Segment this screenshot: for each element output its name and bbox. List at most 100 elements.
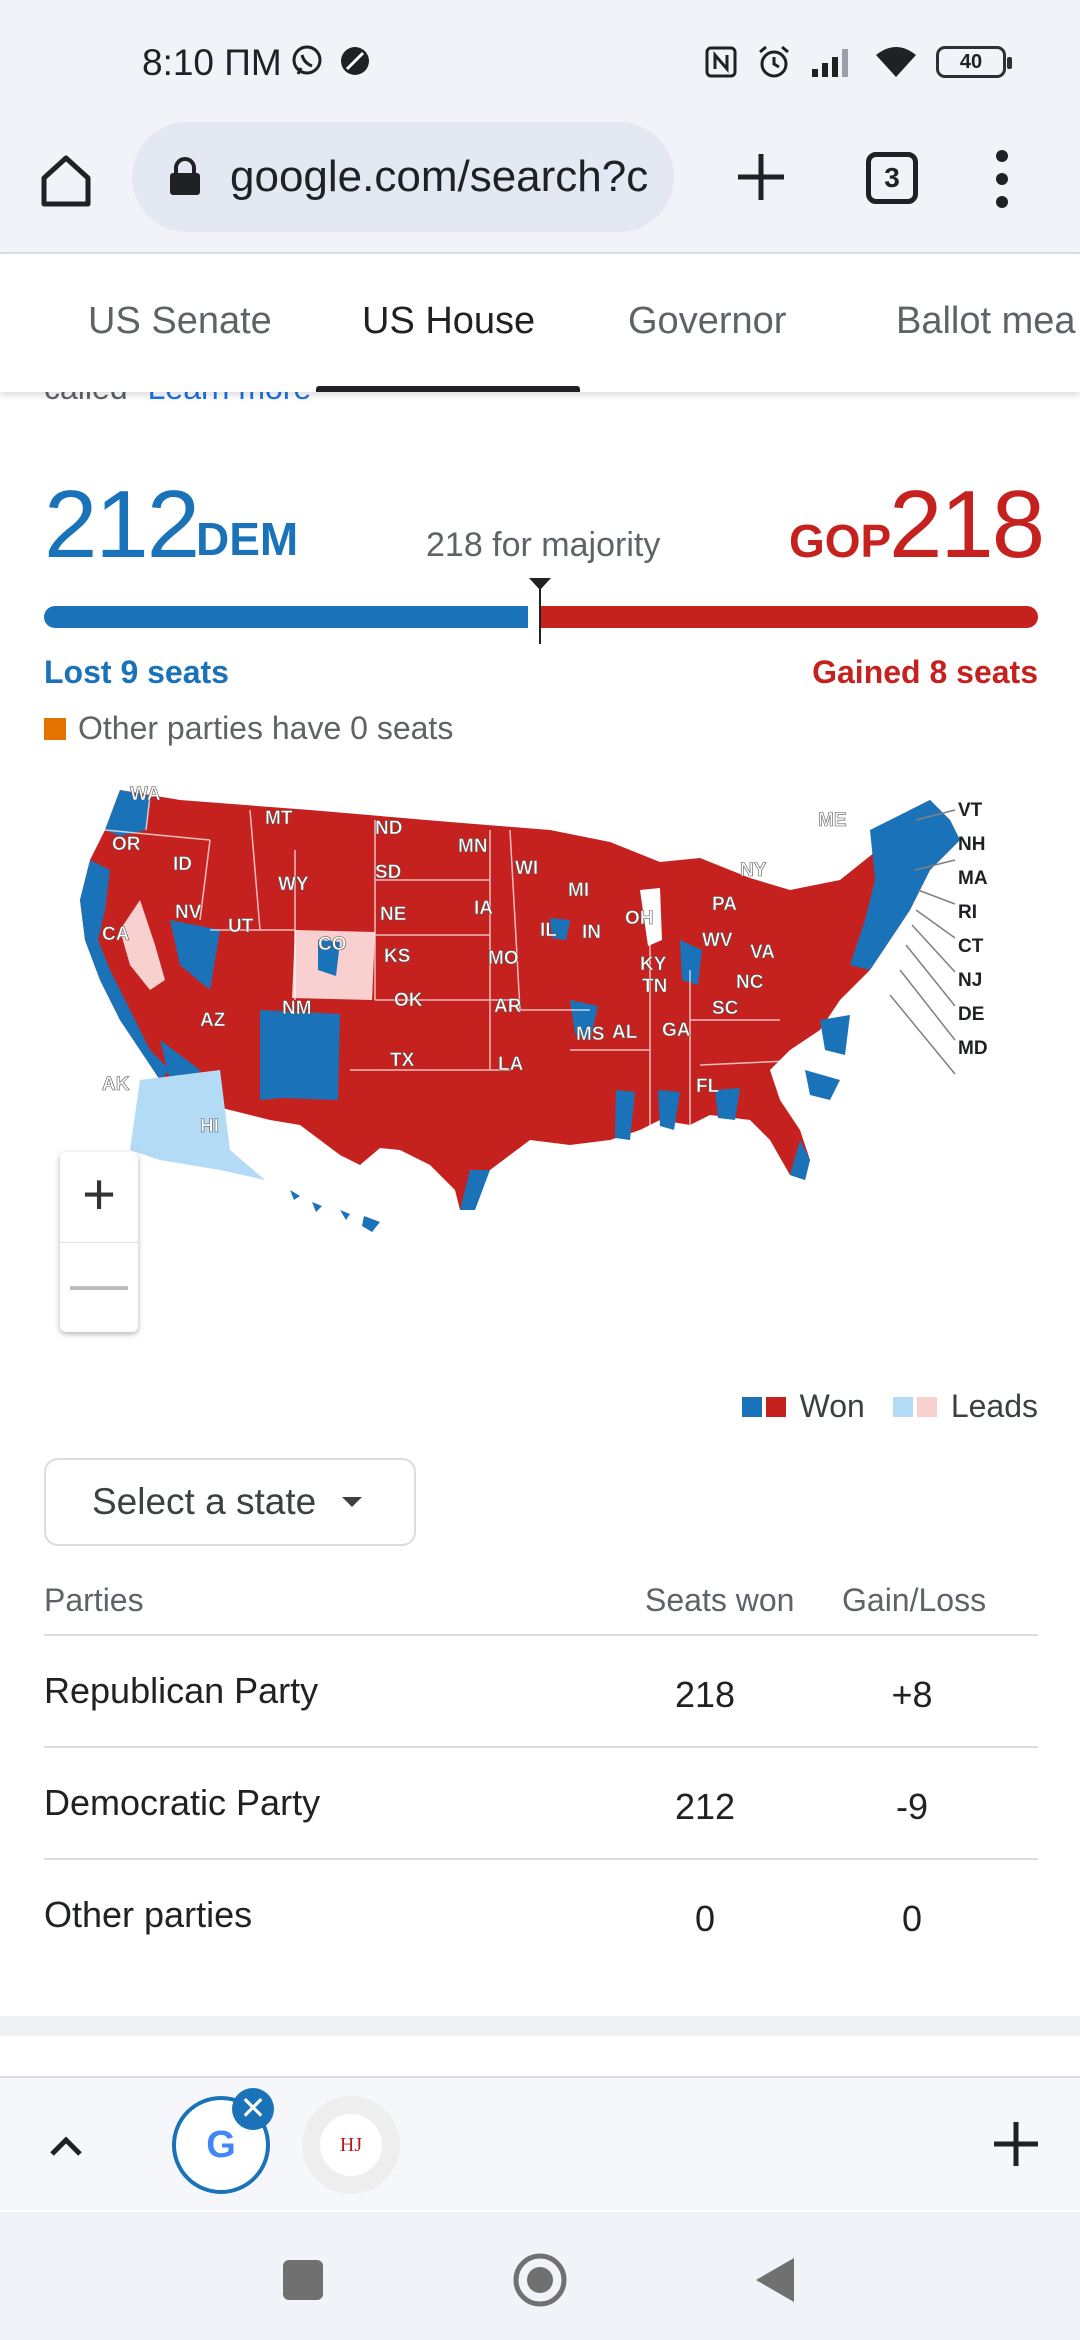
zoom-in-button[interactable]: +: [82, 1162, 116, 1227]
map-callout-lines: [889, 809, 956, 1075]
state-label: MS: [576, 1024, 605, 1045]
add-tab-icon[interactable]: [988, 2116, 1044, 2172]
state-label: OH: [625, 908, 654, 929]
state-label: VA: [750, 942, 775, 963]
state-label: LA: [498, 1054, 524, 1075]
state-label: CA: [102, 924, 130, 945]
dem-seat-count: 212: [44, 471, 200, 578]
map-hawaii: [290, 1190, 380, 1232]
address-bar[interactable]: google.com/search?c: [132, 122, 674, 232]
legend-leads-label: Leads: [950, 1388, 1038, 1424]
tab-us-house[interactable]: US House: [362, 300, 536, 342]
callout-state-label: MA: [958, 868, 988, 889]
battery-icon: 40: [936, 46, 1012, 78]
party-name: Democratic Party: [44, 1782, 321, 1823]
callout-state-label: NJ: [958, 970, 982, 991]
legend-gop-lead-swatch: [916, 1396, 937, 1417]
majority-marker-icon: [529, 578, 551, 644]
home-circle-icon[interactable]: [512, 2252, 568, 2308]
home-icon[interactable]: [36, 150, 96, 210]
map-shapes: [80, 790, 960, 1232]
table-row: Democratic Party 212 -9: [44, 1748, 1038, 1860]
map-nevada-dem: [170, 920, 220, 990]
state-label: AL: [612, 1022, 638, 1043]
state-label: SC: [712, 998, 739, 1019]
state-label: WY: [278, 874, 309, 895]
state-label: OR: [112, 834, 141, 855]
callout-state-label: RI: [958, 902, 977, 923]
state-label: PA: [712, 894, 737, 915]
tab-us-senate[interactable]: US Senate: [88, 300, 272, 342]
state-label: SD: [375, 862, 401, 883]
legend-dem-lead-swatch: [892, 1396, 913, 1417]
recents-icon[interactable]: [283, 2260, 323, 2300]
state-label: CO: [318, 934, 347, 955]
callout-state-label: VT: [958, 800, 983, 821]
state-label: IA: [474, 898, 493, 919]
map-alaska-lead: [130, 1070, 265, 1180]
gop-seat-count: 218: [889, 471, 1045, 578]
tab-ballot-measures[interactable]: Ballot mea: [896, 300, 1076, 342]
map-lake-michigan: [640, 888, 662, 946]
state-label: NM: [282, 998, 312, 1019]
alarm-icon: [759, 45, 789, 78]
state-label: NE: [380, 904, 406, 925]
map-michigan-dem: [680, 940, 702, 985]
zoom-out-button[interactable]: —: [60, 1242, 138, 1332]
select-state-label: Select a state: [92, 1481, 317, 1522]
party-name: Republican Party: [44, 1670, 319, 1711]
back-icon[interactable]: [754, 2256, 796, 2304]
state-label: IN: [582, 922, 601, 943]
dem-seat-change: Lost 9 seats: [44, 654, 229, 690]
map-legend: Won Leads: [741, 1388, 1038, 1425]
header-seats-won: Seats won: [645, 1582, 795, 1618]
legend-dem-won-swatch: [741, 1396, 762, 1417]
tab-switcher-button[interactable]: 3: [866, 152, 918, 204]
browser-toolbar: google.com/search?c 3: [0, 120, 1080, 254]
select-state-dropdown[interactable]: Select a state: [44, 1458, 416, 1546]
system-nav-bar: [0, 2212, 1080, 2340]
table-row: Republican Party 218 +8: [44, 1636, 1038, 1748]
status-time: 8:10 ПМ: [142, 42, 282, 83]
map-minnesota-dem: [550, 918, 570, 940]
map-west-coast-dem: [80, 790, 170, 1080]
callout-state-label: NH: [958, 834, 985, 855]
map-mississippi-dem: [615, 1090, 635, 1140]
state-label: NV: [175, 902, 202, 923]
state-label: WA: [130, 784, 161, 805]
table-row: Other parties 0 0: [44, 1860, 1038, 1972]
other-parties-note: Other parties have 0 seats: [44, 710, 453, 747]
map-new-mexico-dem: [260, 1010, 340, 1100]
dem-label: DEM: [196, 513, 299, 565]
gain-loss: 0: [901, 1898, 923, 1939]
tab-google[interactable]: G: [172, 2096, 270, 2194]
section-divider: [0, 2016, 1080, 2036]
parties-table: Parties Seats won Gain/Loss Republican P…: [44, 1568, 1038, 1972]
callout-state-label: CT: [958, 936, 984, 957]
map-zoom-control: + —: [60, 1152, 138, 1332]
state-label: WI: [515, 858, 538, 879]
state-label: OK: [394, 990, 423, 1011]
other-parties-text: Other parties have 0 seats: [78, 710, 454, 746]
map-labels: WA OR CA NV ID MT WY UT CO AZ NM ND SD NE KS OK TX MN IA MO…: [102, 784, 847, 1138]
tab-hj[interactable]: HJ: [302, 2096, 400, 2194]
more-menu-icon[interactable]: [990, 148, 1014, 210]
state-label: AR: [494, 996, 522, 1017]
map-colorado-dem: [318, 940, 340, 976]
us-house-map[interactable]: WA OR CA NV ID MT WY UT CO AZ NM ND SD NE KS OK TX MN IA MO…: [50, 770, 1030, 1330]
map-georgia-dem: [715, 1088, 740, 1120]
state-label: AZ: [200, 1010, 226, 1031]
new-tab-icon[interactable]: [730, 146, 792, 208]
seat-bar: [44, 606, 1038, 628]
majority-threshold: 218 for majority: [426, 526, 661, 564]
chevron-down-icon: [342, 1497, 363, 1507]
dem-seat-fill: [44, 606, 529, 628]
gain-loss: -9: [895, 1786, 928, 1827]
state-label: MN: [458, 836, 488, 857]
state-label: TX: [390, 1050, 415, 1071]
tab-governor[interactable]: Governor: [628, 300, 787, 342]
callout-state-label: DE: [958, 1004, 984, 1025]
close-icon[interactable]: ✕: [232, 2088, 274, 2130]
gain-loss: +8: [891, 1674, 933, 1715]
chevron-up-icon[interactable]: [44, 2124, 88, 2168]
